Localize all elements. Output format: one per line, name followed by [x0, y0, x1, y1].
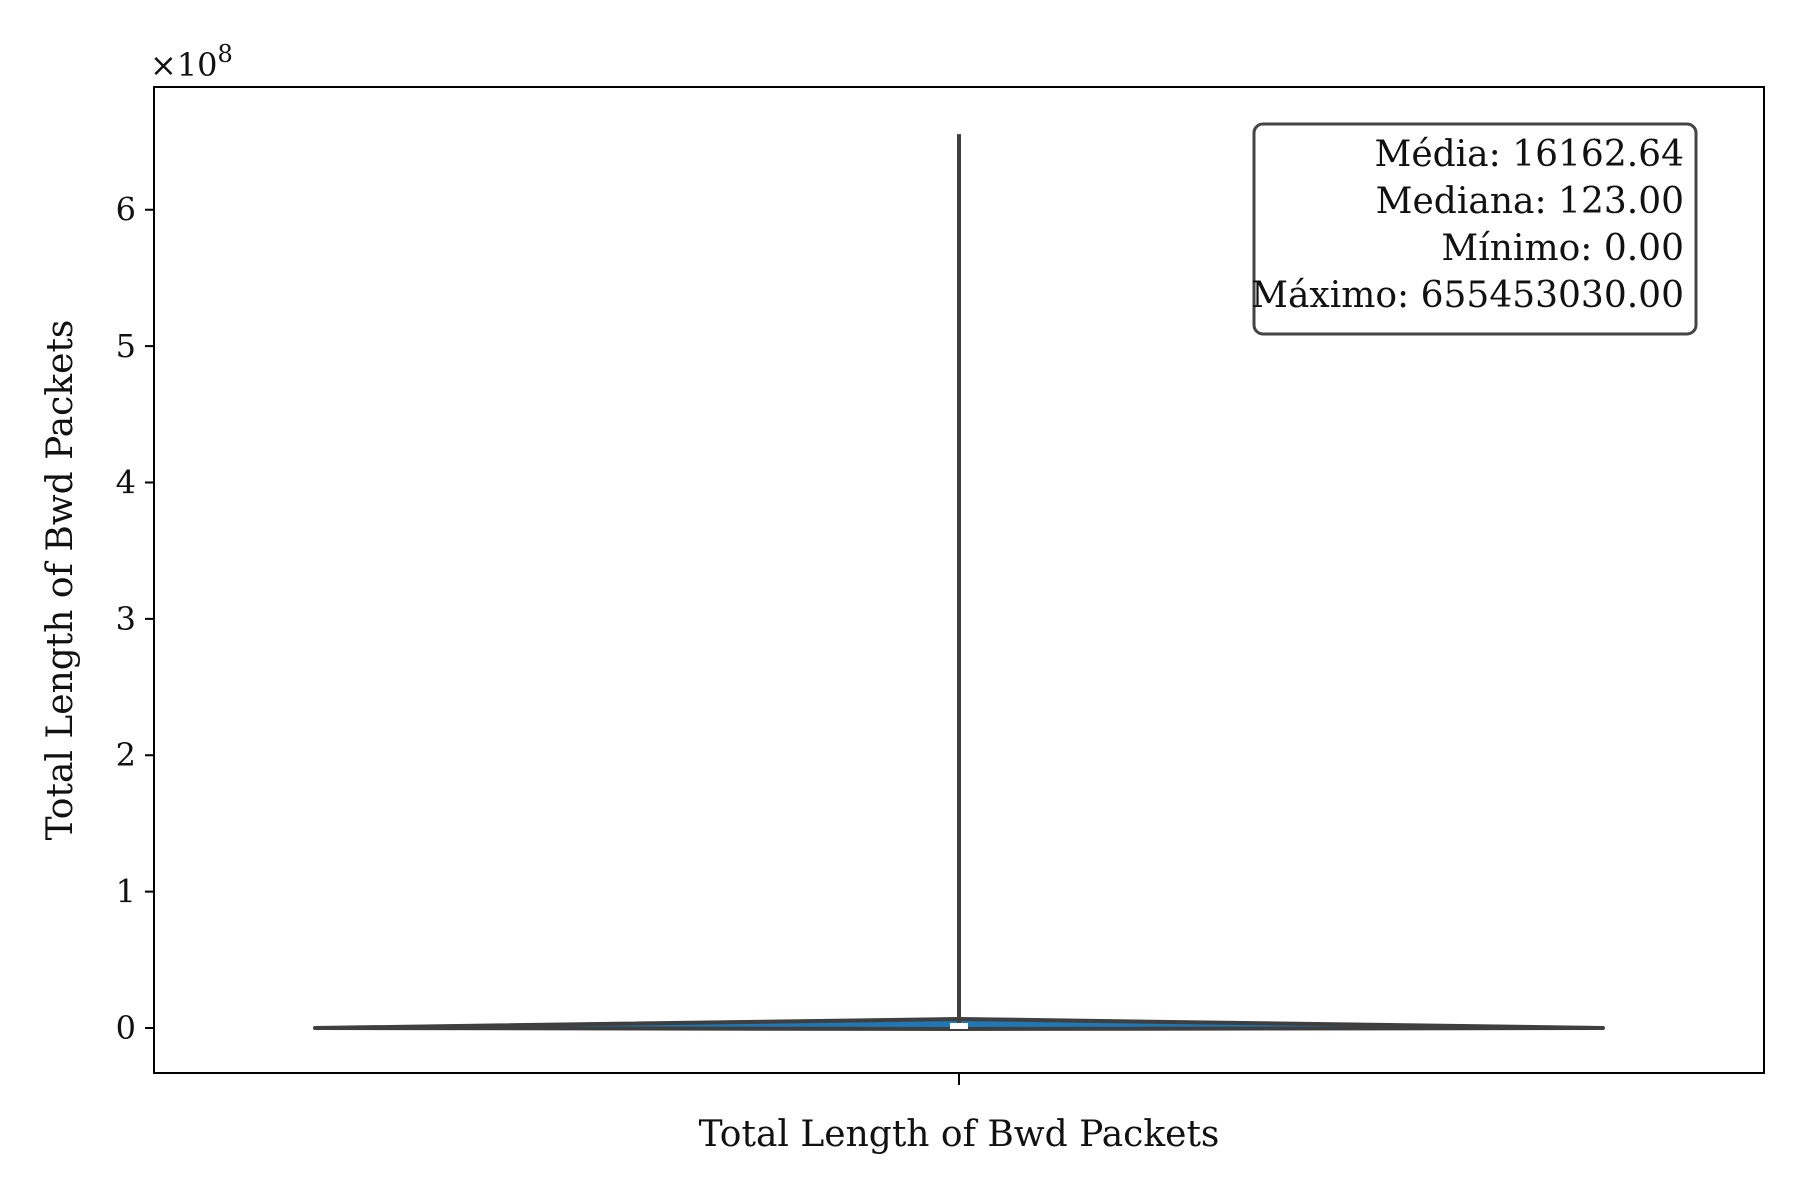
- y-tick-label: 3: [116, 600, 136, 638]
- y-tick-label: 2: [116, 736, 136, 774]
- violin-layer: [313, 134, 1605, 1031]
- y-tick-label: 1: [116, 873, 136, 911]
- y-axis-label: Total Length of Bwd Packets: [40, 320, 81, 841]
- y-offset-label: ×108: [150, 40, 233, 84]
- y-axis-ticks: 0 1 2 3 4 5 6: [116, 191, 154, 1047]
- stats-mean: Média: 16162.64: [1374, 134, 1684, 175]
- stats-max: Máximo: 655453030.00: [1251, 275, 1684, 316]
- stats-box-frame: [1252, 122, 1698, 336]
- y-tick-label: 4: [116, 463, 136, 501]
- stats-box: Média: 16162.64 Mediana: 123.00 Mínimo: …: [1251, 122, 1698, 336]
- stats-min: Mínimo: 0.00: [1441, 228, 1684, 269]
- y-tick-label: 6: [116, 191, 136, 229]
- y-tick-label: 0: [116, 1009, 136, 1047]
- x-axis-label: Total Length of Bwd Packets: [699, 1114, 1220, 1155]
- median-marker: [950, 1022, 968, 1029]
- y-tick-label: 5: [116, 327, 136, 365]
- stats-median: Mediana: 123.00: [1376, 181, 1684, 222]
